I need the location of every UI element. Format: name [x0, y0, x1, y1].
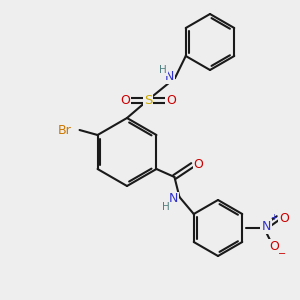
Text: N: N — [164, 70, 174, 83]
Text: +: + — [271, 214, 278, 223]
Text: O: O — [120, 94, 130, 106]
Text: Br: Br — [58, 124, 71, 136]
Text: H: H — [159, 65, 167, 75]
Text: O: O — [194, 158, 203, 172]
Text: N: N — [169, 193, 178, 206]
Text: −: − — [278, 249, 286, 259]
Text: O: O — [166, 94, 176, 106]
Text: S: S — [144, 94, 152, 106]
Text: O: O — [269, 239, 279, 253]
Text: O: O — [279, 212, 289, 224]
Text: H: H — [162, 202, 169, 212]
Text: N: N — [261, 220, 271, 232]
